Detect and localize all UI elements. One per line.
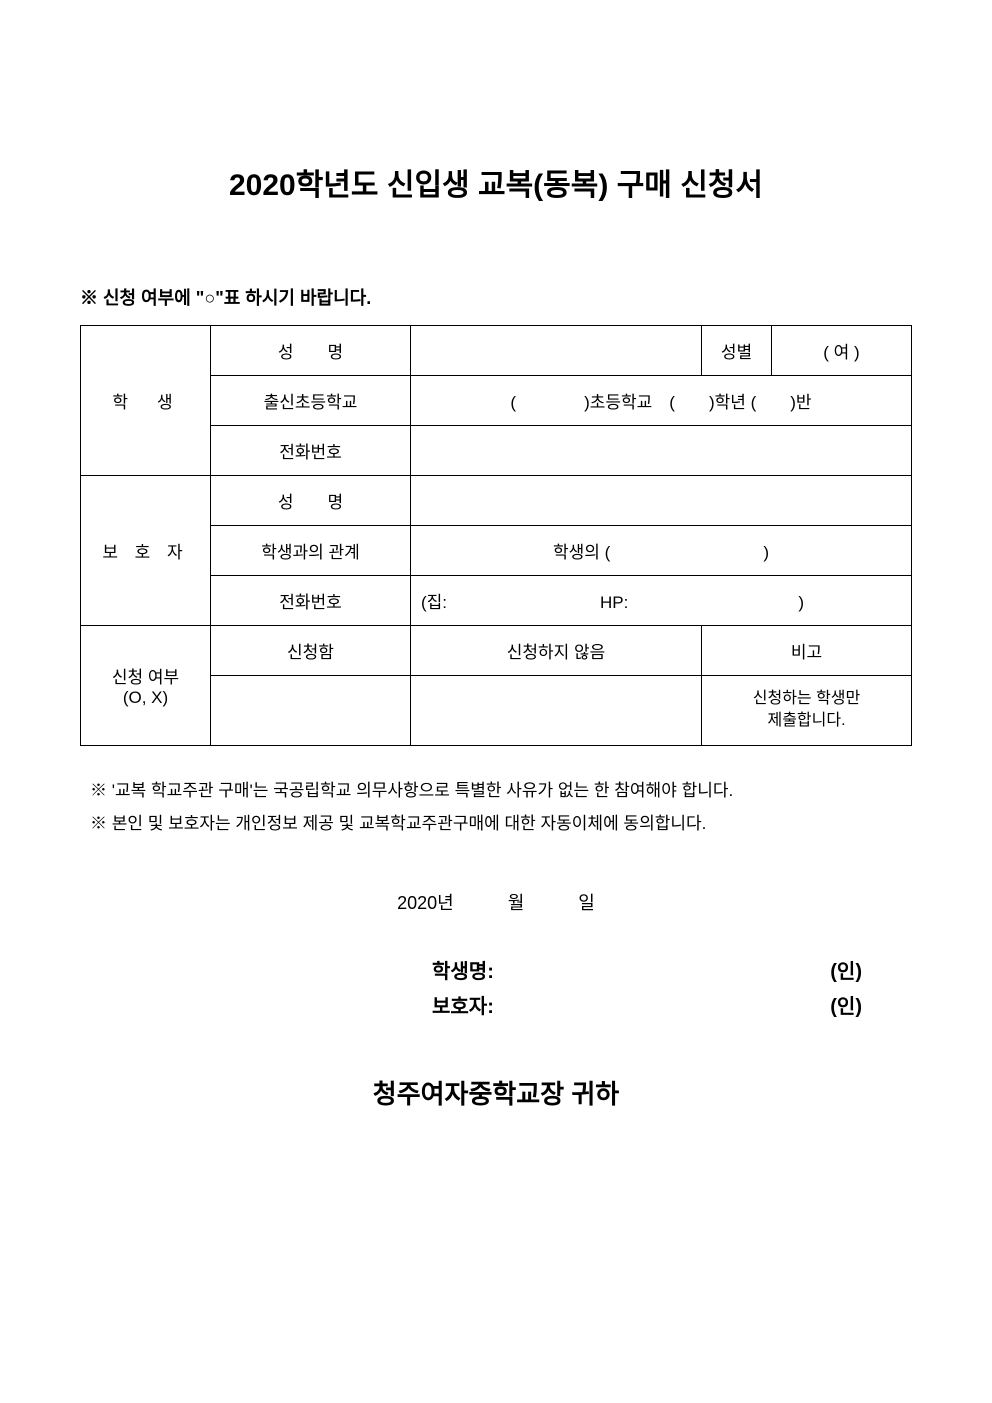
student-name-row: 학 생 성 명 성별 ( 여 ) bbox=[81, 326, 912, 376]
application-form-table: 학 생 성 명 성별 ( 여 ) 출신초등학교 ( )초등학교 ( )학년 ( … bbox=[80, 325, 912, 746]
note-1: ※ '교복 학교주관 구매'는 국공립학교 의무사항으로 특별한 사유가 없는 … bbox=[80, 776, 912, 801]
guardian-relation-value: 학생의 ( ) bbox=[411, 526, 912, 576]
recipient: 청주여자중학교장 귀하 bbox=[80, 1074, 912, 1111]
student-name-value bbox=[411, 326, 702, 376]
student-phone-value bbox=[411, 426, 912, 476]
student-name-label: 성 명 bbox=[211, 326, 411, 376]
guardian-phone-value: (집: HP: ) bbox=[411, 576, 912, 626]
gender-value: ( 여 ) bbox=[772, 326, 912, 376]
student-seal: (인) bbox=[830, 955, 862, 984]
student-section-label: 학 생 bbox=[81, 326, 211, 476]
student-phone-label: 전화번호 bbox=[211, 426, 411, 476]
gender-label: 성별 bbox=[702, 326, 772, 376]
note-2: ※ 본인 및 보호자는 개인정보 제공 및 교복학교주관구매에 대한 자동이체에… bbox=[80, 809, 912, 834]
student-signature-label: 학생명: bbox=[432, 955, 494, 984]
apply-header: 신청함 bbox=[211, 626, 411, 676]
instruction-text: ※ 신청 여부에 "○"표 하시기 바랍니다. bbox=[80, 284, 912, 310]
student-school-value: ( )초등학교 ( )학년 ( )반 bbox=[411, 376, 912, 426]
guardian-name-value bbox=[411, 476, 912, 526]
guardian-signature-label: 보호자: bbox=[432, 990, 494, 1019]
guardian-signature-row: 보호자: (인) bbox=[432, 990, 862, 1019]
signature-block: 학생명: (인) 보호자: (인) bbox=[432, 955, 862, 1019]
remark-header: 비고 bbox=[702, 626, 912, 676]
not-apply-value bbox=[411, 676, 702, 746]
guardian-name-label: 성 명 bbox=[211, 476, 411, 526]
not-apply-header: 신청하지 않음 bbox=[411, 626, 702, 676]
apply-value bbox=[211, 676, 411, 746]
guardian-seal: (인) bbox=[830, 990, 862, 1019]
guardian-relation-label: 학생과의 관계 bbox=[211, 526, 411, 576]
date-line: 2020년 월 일 bbox=[80, 889, 912, 915]
student-signature-row: 학생명: (인) bbox=[432, 955, 862, 984]
page-title: 2020학년도 신입생 교복(동복) 구매 신청서 bbox=[80, 160, 912, 204]
guardian-section-label: 보 호 자 bbox=[81, 476, 211, 626]
remark-value: 신청하는 학생만 제출합니다. bbox=[702, 676, 912, 746]
guardian-name-row: 보 호 자 성 명 bbox=[81, 476, 912, 526]
application-section-label: 신청 여부 (O, X) bbox=[81, 626, 211, 746]
guardian-phone-label: 전화번호 bbox=[211, 576, 411, 626]
application-header-row: 신청 여부 (O, X) 신청함 신청하지 않음 비고 bbox=[81, 626, 912, 676]
student-school-label: 출신초등학교 bbox=[211, 376, 411, 426]
